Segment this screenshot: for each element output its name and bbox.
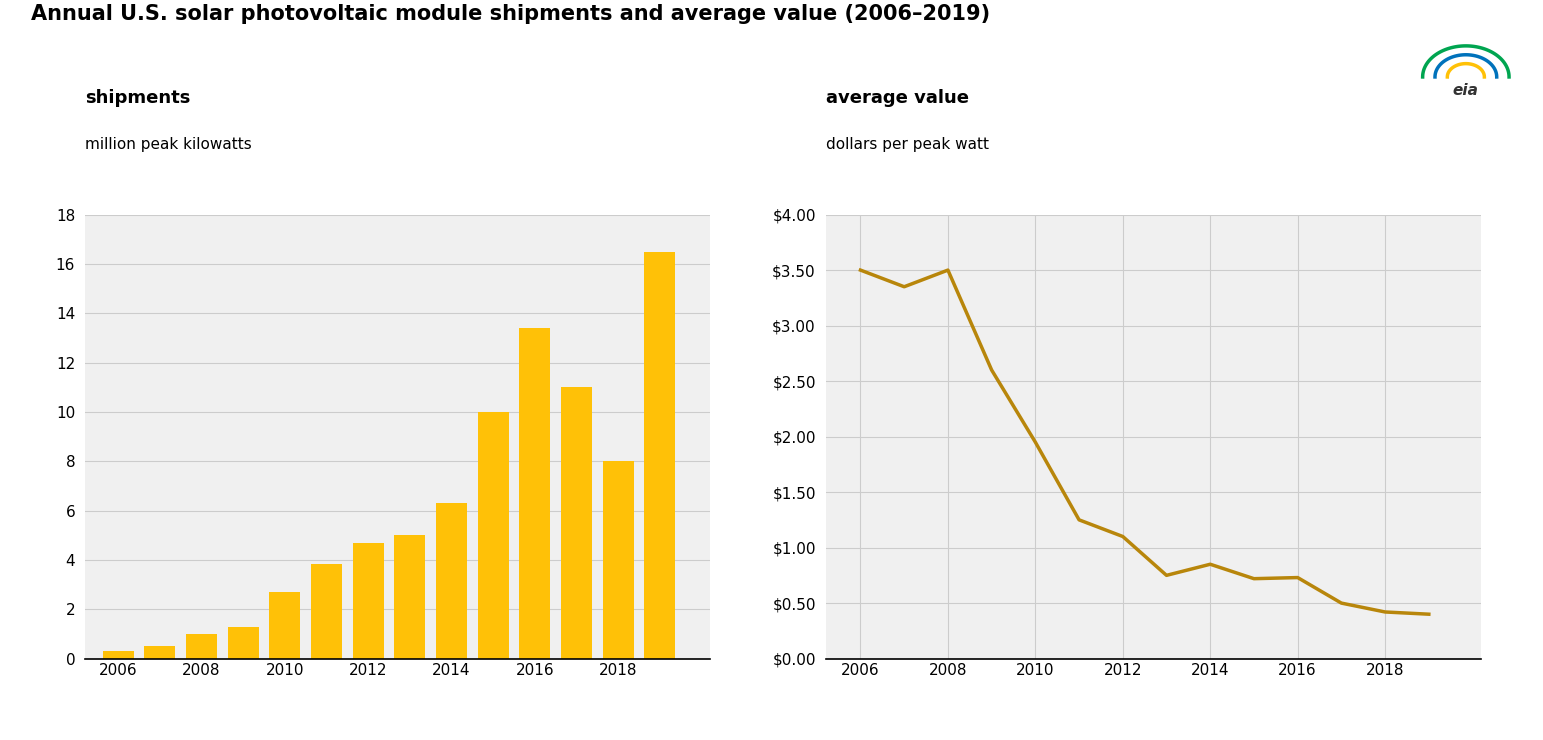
Bar [227,627,259,659]
Bar [143,646,176,659]
Text: million peak kilowatts: million peak kilowatts [85,137,252,152]
Bar [560,387,593,659]
Text: dollars per peak watt: dollars per peak watt [826,137,989,152]
Bar [310,564,343,659]
Bar [268,592,301,659]
Bar [435,503,468,659]
Text: eia: eia [1454,83,1478,98]
Text: average value: average value [826,89,969,107]
Text: Annual U.S. solar photovoltaic module shipments and average value (2006–2019): Annual U.S. solar photovoltaic module sh… [31,4,991,24]
Bar [185,634,218,659]
Bar [102,651,134,659]
Bar [602,461,634,659]
Bar [643,252,676,659]
Bar [477,412,509,659]
Bar [518,328,551,659]
Text: shipments: shipments [85,89,190,107]
Bar [352,542,384,659]
Bar [393,535,426,659]
